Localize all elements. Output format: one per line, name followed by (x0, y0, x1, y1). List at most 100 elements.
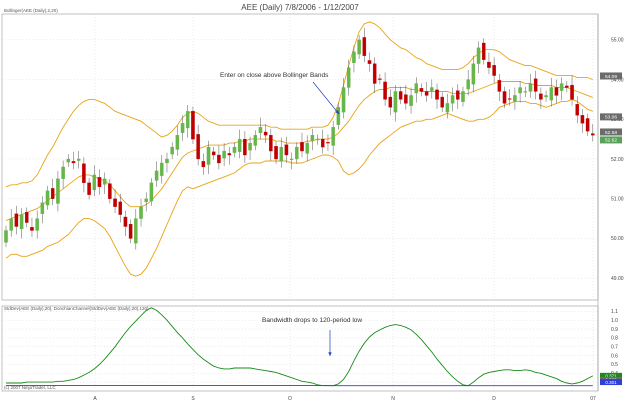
background-layer (2, 14, 598, 391)
candle-down (217, 155, 220, 163)
x-tick-label: D (492, 396, 496, 402)
candle-down (420, 88, 423, 91)
candle-down (191, 111, 194, 139)
candle-up (550, 87, 553, 100)
candle-up (36, 219, 39, 231)
candle-up (10, 219, 13, 231)
candle-down (404, 95, 407, 104)
candle-up (248, 143, 251, 150)
candle-up (529, 84, 532, 92)
candle-up (316, 139, 319, 140)
candle-down (576, 104, 579, 115)
price-tag-label: 52.58 (605, 130, 617, 136)
candle-down (212, 152, 215, 155)
candle-down (243, 139, 246, 155)
candle-up (171, 147, 174, 154)
candle-down (108, 184, 111, 199)
candle-up (233, 147, 236, 153)
candle-down (498, 80, 501, 91)
candle-up (451, 95, 454, 103)
candle-down (555, 87, 558, 95)
candle-down (197, 134, 200, 159)
candle-up (46, 191, 49, 205)
candle-down (493, 65, 496, 75)
upper-panel-frame (2, 14, 598, 300)
candle-down (570, 85, 573, 99)
candle-up (20, 215, 23, 229)
candle-up (347, 68, 350, 88)
candle-down (113, 199, 116, 207)
candle-up (467, 80, 470, 90)
upper-y-tick-label: 50.00 (611, 236, 624, 242)
candle-down (87, 183, 90, 195)
candle-up (259, 127, 262, 133)
x-tick-label: O (288, 396, 292, 402)
candle-up (181, 123, 184, 133)
lower-y-tick-label: 0.9 (611, 327, 618, 333)
candle-up (290, 159, 293, 160)
candle-up (477, 48, 480, 64)
candle-down (269, 135, 272, 151)
candle-down (503, 91, 506, 103)
candle-down (534, 79, 537, 92)
lower-y-tick-label: 0.7 (611, 345, 618, 351)
candle-up (4, 230, 7, 242)
candle-down (435, 90, 438, 100)
candle-up (176, 135, 179, 149)
candle-up (165, 159, 168, 163)
candle-down (399, 91, 402, 99)
candle-up (77, 159, 80, 161)
candle-down (383, 82, 386, 99)
candle-up (306, 143, 309, 153)
candle-down (487, 62, 490, 68)
candle-up (254, 135, 257, 145)
copyright-label: (c) 2007 NinjaTrader, LLC (4, 385, 56, 390)
x-tick-label: S (191, 396, 195, 402)
price-tag-label: 52.62 (605, 138, 617, 144)
candle-up (513, 95, 516, 101)
candle-up (295, 147, 298, 159)
candle-down (581, 115, 584, 123)
candle-up (238, 139, 241, 152)
lower-y-tick-label: 0.6 (611, 353, 618, 359)
upper-indicator-label: Bollinger(AEE (Daily),2,20) (4, 8, 58, 13)
entry-annotation: Enter on close above Bollinger Bands (220, 72, 329, 79)
candle-down (124, 217, 127, 227)
candle-down (274, 146, 277, 159)
candle-down (264, 132, 267, 135)
candle-up (524, 91, 527, 92)
candle-up (222, 151, 225, 158)
lower-y-tick-label: 1.0 (611, 318, 618, 324)
candle-down (591, 134, 594, 136)
candle-down (389, 97, 392, 107)
candle-down (373, 64, 376, 84)
candle-down (456, 91, 459, 100)
upper-y-tick-label: 49.00 (611, 276, 624, 282)
candle-down (98, 177, 101, 187)
candle-up (518, 87, 521, 93)
candle-down (508, 99, 511, 100)
candle-up (461, 91, 464, 101)
upper-y-tick-label: 52.00 (611, 157, 624, 163)
candle-up (560, 84, 563, 91)
candle-down (326, 142, 329, 143)
candle-down (228, 153, 231, 155)
candle-up (93, 175, 96, 190)
candle-up (139, 207, 142, 219)
lower-y-tick-label: 0.5 (611, 362, 618, 368)
candle-up (409, 95, 412, 105)
candle-down (72, 161, 75, 163)
price-tag-label: 54.09 (605, 74, 617, 80)
upper-y-tick-label: 55.00 (611, 38, 624, 44)
candle-up (394, 91, 397, 112)
candle-down (119, 202, 122, 215)
x-tick-label: 07 (590, 396, 596, 402)
upper-y-tick-label: 51.00 (611, 197, 624, 203)
candle-up (342, 87, 345, 112)
candle-down (129, 224, 132, 238)
x-tick-label: N (391, 396, 395, 402)
candle-down (321, 139, 324, 147)
candle-up (155, 171, 158, 181)
candle-down (378, 79, 381, 80)
